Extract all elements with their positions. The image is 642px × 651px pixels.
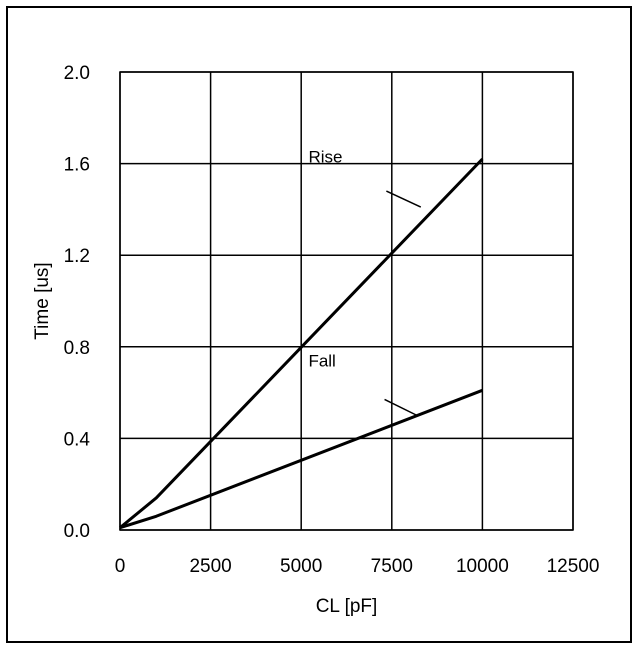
y-tick-label: 0.4 bbox=[64, 429, 91, 450]
annotation-leader-rise bbox=[386, 190, 422, 208]
x-tick-labels: 0 2500 5000 7500 10000 12500 bbox=[115, 556, 600, 577]
y-tick-label: 1.6 bbox=[64, 155, 90, 176]
chart-frame bbox=[6, 6, 632, 643]
y-axis-label: Time [us] bbox=[32, 262, 53, 339]
x-tick-label: 5000 bbox=[280, 556, 322, 577]
y-tick-labels: 0.0 0.4 0.8 1.2 1.6 2.0 bbox=[64, 63, 91, 542]
y-tick-label: 1.2 bbox=[64, 246, 90, 267]
y-tick-label: 0.8 bbox=[64, 338, 90, 359]
series-line-fall bbox=[119, 388, 483, 530]
x-tick-label: 2500 bbox=[189, 556, 231, 577]
y-tick-label: 2.0 bbox=[64, 63, 90, 84]
annotation-leader-fall bbox=[384, 398, 418, 417]
x-tick-label: 7500 bbox=[371, 556, 413, 577]
series-layer bbox=[119, 157, 484, 530]
annotation-label-fall: Fall bbox=[308, 352, 335, 371]
x-tick-label: 0 bbox=[115, 556, 126, 577]
y-tick-label: 0.0 bbox=[64, 521, 90, 542]
annotation-layer: Rise Fall bbox=[308, 148, 422, 417]
plot-area-border bbox=[119, 71, 574, 531]
x-tick-label: 12500 bbox=[547, 556, 600, 577]
series-line-rise bbox=[119, 157, 484, 529]
x-axis-label: CL [pF] bbox=[316, 596, 378, 617]
x-tick-label: 10000 bbox=[456, 556, 509, 577]
annotation-label-rise: Rise bbox=[308, 148, 342, 167]
